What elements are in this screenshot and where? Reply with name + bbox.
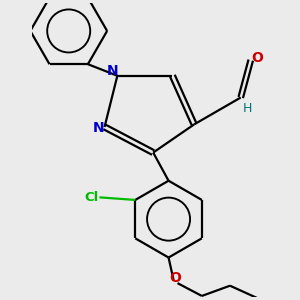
Text: Cl: Cl	[85, 191, 99, 204]
Text: N: N	[92, 121, 104, 135]
Text: N: N	[106, 64, 118, 78]
Text: O: O	[251, 51, 263, 64]
Text: O: O	[169, 271, 181, 285]
Text: H: H	[242, 102, 252, 115]
